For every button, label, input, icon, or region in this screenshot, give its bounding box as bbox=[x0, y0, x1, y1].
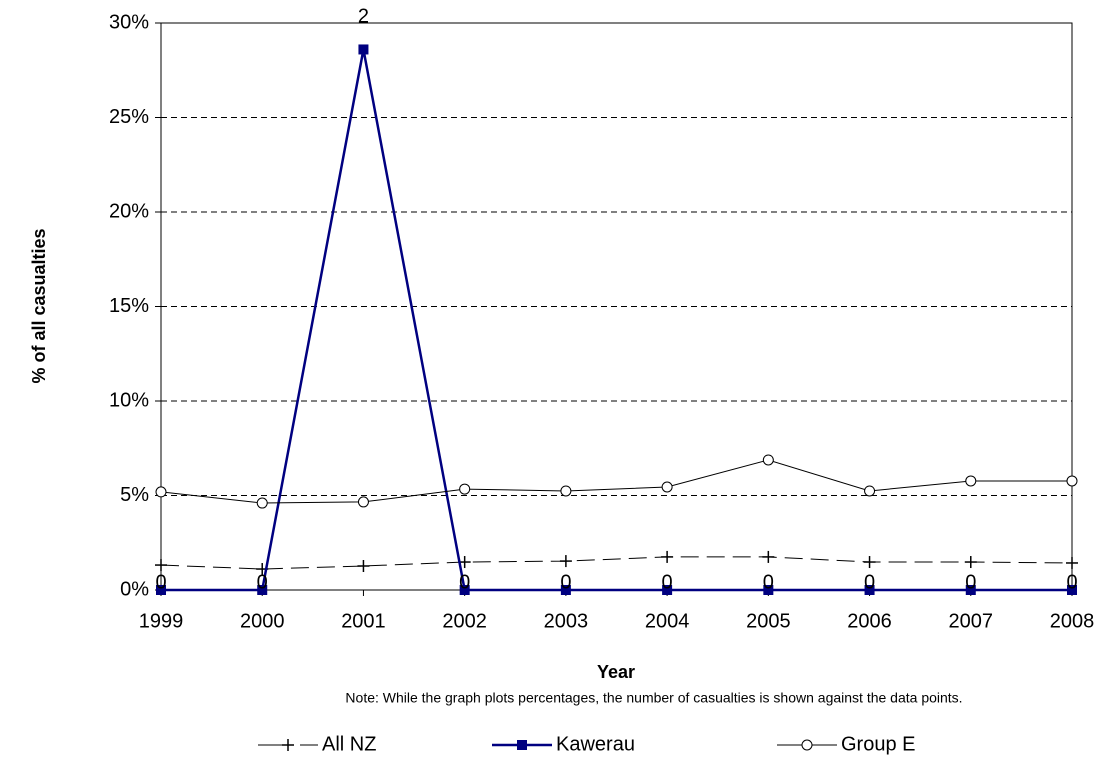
data-label: 0 bbox=[1066, 571, 1077, 593]
data-label: 0 bbox=[560, 571, 571, 593]
y-tick-label: 20% bbox=[109, 200, 149, 222]
series-line bbox=[160, 556, 1073, 570]
data-point bbox=[459, 483, 471, 495]
legend-marker bbox=[801, 739, 813, 751]
data-label: 0 bbox=[965, 571, 976, 593]
y-tick-label: 25% bbox=[109, 106, 149, 128]
x-tick-label: 2000 bbox=[240, 610, 285, 632]
series-line bbox=[161, 49, 1072, 592]
data-label: 0 bbox=[257, 571, 268, 593]
data-point bbox=[965, 585, 976, 595]
legend-marker bbox=[282, 739, 294, 751]
x-tick-label: 2001 bbox=[341, 610, 386, 632]
data-point bbox=[559, 555, 572, 568]
series-line bbox=[160, 459, 1072, 504]
data-point bbox=[357, 559, 370, 572]
data-point bbox=[257, 585, 268, 595]
y-tick-label: 15% bbox=[109, 295, 149, 317]
data-point bbox=[155, 486, 167, 498]
data-point bbox=[1067, 585, 1077, 595]
x-axis-title: Year bbox=[597, 662, 635, 682]
x-tick-label: 2002 bbox=[442, 610, 487, 632]
data-point bbox=[155, 559, 167, 572]
data-label: 0 bbox=[763, 571, 774, 593]
data-label: 0 bbox=[662, 571, 673, 593]
data-point bbox=[560, 485, 572, 497]
data-point bbox=[763, 585, 774, 595]
data-point bbox=[864, 585, 875, 595]
data-point bbox=[662, 585, 673, 595]
y-axis-title: % of all casualties bbox=[29, 228, 49, 383]
data-point bbox=[1066, 556, 1078, 569]
data-point bbox=[560, 585, 571, 595]
y-tick-label: 0% bbox=[120, 578, 149, 600]
data-point bbox=[459, 585, 470, 595]
x-tick-label: 2005 bbox=[746, 610, 791, 632]
data-label: 0 bbox=[864, 571, 875, 593]
legend-label: Kawerau bbox=[556, 733, 635, 755]
data-point bbox=[965, 475, 977, 487]
data-point bbox=[156, 585, 166, 595]
y-tick-label: 30% bbox=[109, 11, 149, 33]
data-point bbox=[762, 454, 774, 466]
y-tick-label: 10% bbox=[109, 389, 149, 411]
legend-label: Group E bbox=[841, 733, 915, 755]
x-tick-label: 2008 bbox=[1050, 610, 1095, 632]
data-point bbox=[762, 550, 775, 563]
data-point bbox=[863, 556, 876, 569]
x-tick-label: 2007 bbox=[949, 610, 994, 632]
legend-marker bbox=[517, 740, 527, 750]
data-point bbox=[256, 497, 268, 509]
y-tick-label: 5% bbox=[120, 484, 149, 506]
data-point bbox=[357, 496, 369, 508]
data-point bbox=[358, 44, 369, 55]
data-point bbox=[661, 481, 673, 493]
data-label: 0 bbox=[459, 571, 470, 593]
x-tick-label: 2003 bbox=[544, 610, 589, 632]
x-tick-label: 2004 bbox=[645, 610, 690, 632]
note: Note: While the graph plots percentages,… bbox=[345, 690, 962, 706]
x-tick-label: 1999 bbox=[139, 610, 184, 632]
data-label: 0 bbox=[155, 571, 166, 593]
data-point bbox=[864, 485, 876, 497]
data-point bbox=[1066, 475, 1078, 487]
data-point bbox=[661, 550, 674, 563]
legend-label: All NZ bbox=[322, 733, 376, 755]
x-tick-label: 2006 bbox=[847, 610, 892, 632]
data-point bbox=[964, 556, 977, 569]
data-label: 2 bbox=[358, 6, 369, 28]
